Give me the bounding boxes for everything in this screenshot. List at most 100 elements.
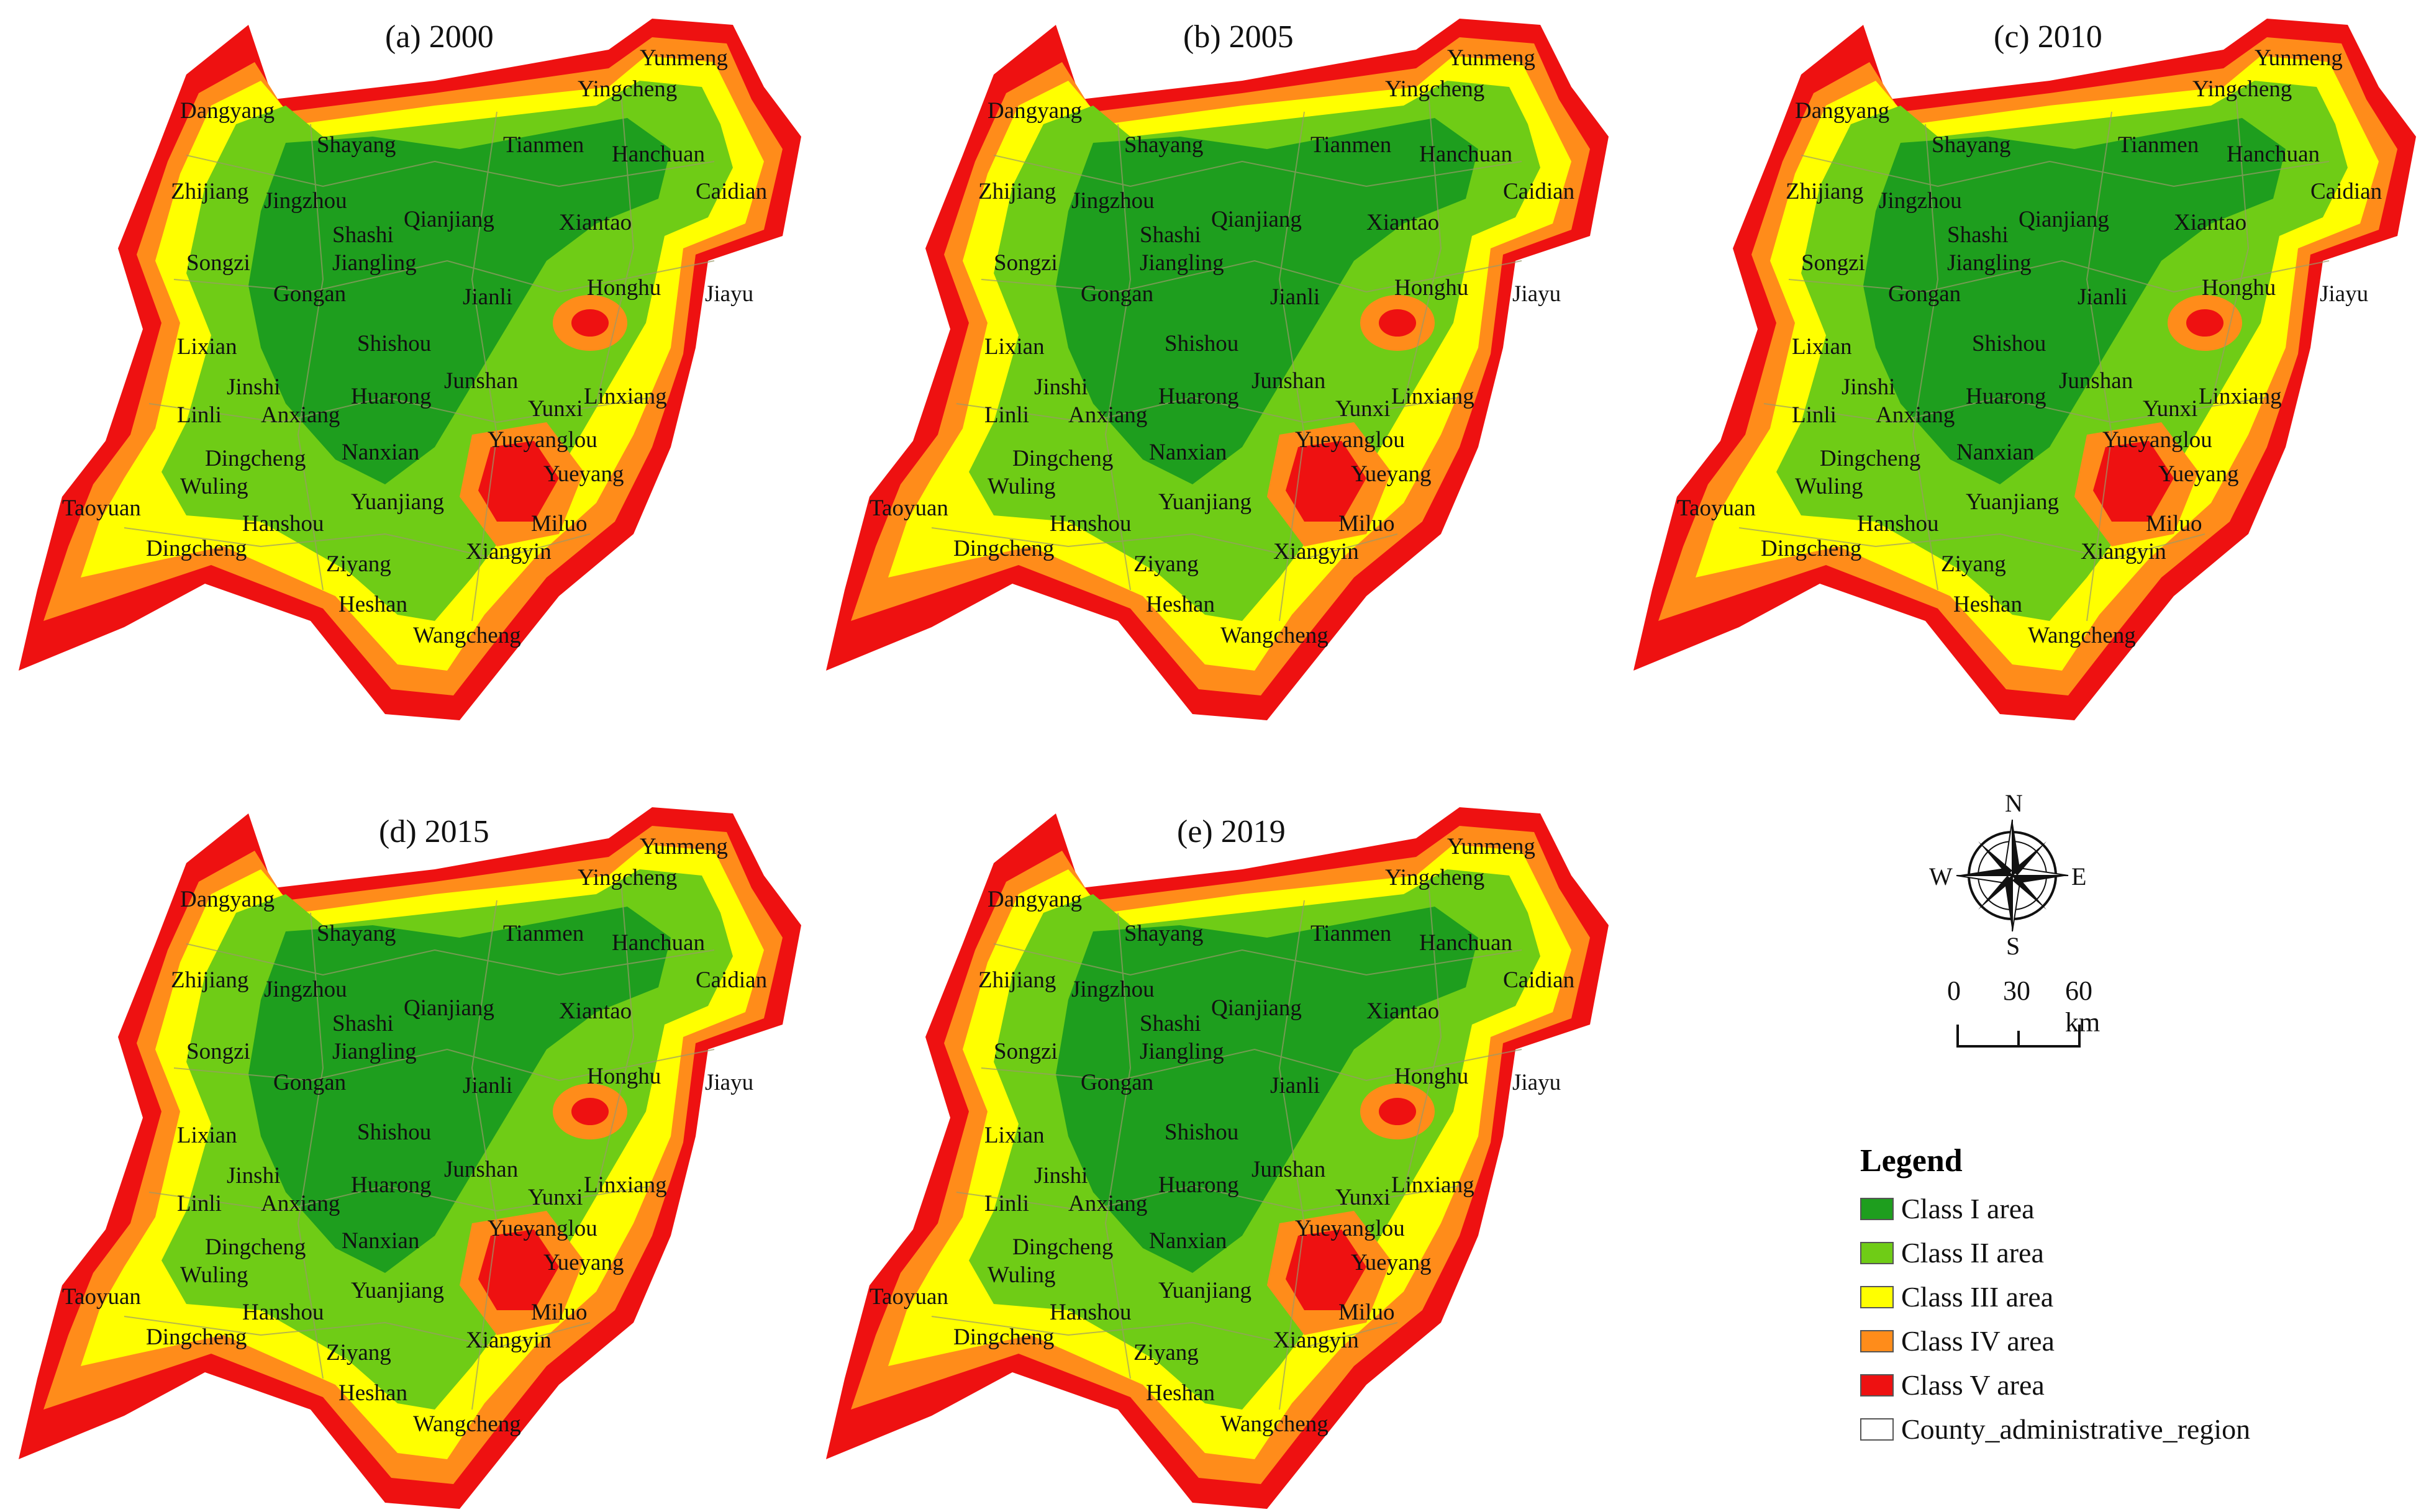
legend-label: Class IV area <box>1901 1325 2055 1357</box>
city-label: Shashi <box>1140 222 1201 248</box>
city-label: Jianli <box>1270 1073 1320 1098</box>
city-label: Taoyuan <box>870 496 948 521</box>
city-label: Xiangyin <box>2081 539 2166 564</box>
city-label: Dingcheng <box>1012 446 1114 471</box>
legend-label: County_administrative_region <box>1901 1413 2251 1445</box>
city-label: Zhijiang <box>978 179 1056 204</box>
panel-title-2005: (b) 2005 <box>1183 19 1294 55</box>
city-label: Shayang <box>317 921 396 946</box>
city-label: Jiayu <box>1512 1070 1561 1095</box>
city-label: Shayang <box>1124 921 1204 946</box>
city-label: Miluo <box>2146 511 2202 536</box>
city-label: Linxiang <box>1391 384 1474 409</box>
city-label: Dangyang <box>988 887 1083 912</box>
city-label: Tianmen <box>1310 921 1392 946</box>
legend-item-class-iv: Class IV area <box>1860 1319 2407 1363</box>
map-panel-1 <box>825 18 1609 721</box>
city-label: Xiantao <box>1366 998 1440 1024</box>
city-label: Jinshi <box>227 1163 281 1188</box>
legend-item-county: County_administrative_region <box>1860 1407 2407 1451</box>
legend-item-class-i: Class I area <box>1860 1187 2407 1231</box>
legend-swatch <box>1860 1374 1894 1397</box>
city-label: Yuanjiang <box>1158 1278 1252 1303</box>
city-label: Gongan <box>273 281 347 307</box>
city-label: Xiangyin <box>1273 1328 1359 1353</box>
city-label: Gongan <box>1888 281 1961 307</box>
city-label: Anxiang <box>261 402 340 428</box>
city-label: Yunmeng <box>640 45 728 71</box>
city-label: Shishou <box>1165 331 1239 356</box>
city-label: Qianjiang <box>404 207 494 232</box>
city-label: Ziyang <box>1133 551 1199 577</box>
city-label: Songzi <box>1801 250 1865 276</box>
city-label: Wangcheng <box>2028 623 2136 648</box>
city-label: Shishou <box>1165 1120 1239 1145</box>
city-label: Jinshi <box>1842 374 1896 400</box>
city-label: Ziyang <box>326 1340 391 1365</box>
city-label: Dingcheng <box>205 446 306 471</box>
city-label: Jianli <box>463 284 513 310</box>
city-label: Zhijiang <box>171 967 249 993</box>
city-label: Yueyanglou <box>1295 1216 1405 1241</box>
city-label: Wuling <box>180 474 248 499</box>
city-label: Nanxian <box>1956 440 2035 465</box>
city-label: Dingcheng <box>1761 536 1862 561</box>
city-label: Xiantao <box>559 998 632 1024</box>
scale-label-30: 30 <box>2003 976 2030 1006</box>
city-label: Yunxi <box>528 1185 583 1210</box>
compass-south: S <box>2006 932 2020 960</box>
city-label: Xiantao <box>1366 210 1440 235</box>
city-label: Hanchuan <box>2227 142 2320 167</box>
city-label: Linli <box>1792 402 1837 428</box>
city-label: Junshan <box>1251 368 1326 394</box>
city-label: Shashi <box>1947 222 2009 248</box>
city-label: Lixian <box>1792 334 1852 360</box>
city-label: Ziyang <box>326 551 391 577</box>
city-label: Yunxi <box>1335 396 1391 422</box>
city-label: Jiangling <box>1140 1039 1224 1064</box>
city-label: Shashi <box>1140 1011 1201 1036</box>
compass-east: E <box>2071 862 2087 890</box>
city-label: Qianjiang <box>1211 207 1302 232</box>
city-label: Jiayu <box>1512 281 1561 307</box>
city-label: Hanchuan <box>1419 142 1512 167</box>
city-label: Zhijiang <box>978 967 1056 993</box>
city-label: Yueyang <box>1351 461 1432 487</box>
city-label: Shishou <box>357 1120 432 1145</box>
city-label: Dingcheng <box>146 1324 247 1350</box>
city-label: Shishou <box>1972 331 2046 356</box>
city-label: Yingcheng <box>1385 76 1485 102</box>
city-label: Jinshi <box>1034 1163 1088 1188</box>
city-label: Honghu <box>587 275 661 301</box>
compass-rose <box>1956 819 2069 932</box>
city-label: Miluo <box>531 511 588 536</box>
city-label: Wangcheng <box>1220 1411 1329 1437</box>
city-label: Ziyang <box>1133 1340 1199 1365</box>
compass-north: N <box>2005 789 2023 817</box>
city-label: Junshan <box>444 368 519 394</box>
city-label: Hanshou <box>242 511 324 536</box>
map-panel-3 <box>18 807 802 1510</box>
city-label: Zhijiang <box>171 179 249 204</box>
city-label: Yuanjiang <box>351 1278 445 1303</box>
city-label: Honghu <box>1394 1064 1469 1089</box>
city-label: Jiangling <box>332 1039 417 1064</box>
city-label: Huarong <box>1158 1172 1239 1198</box>
panel-title-2000: (a) 2000 <box>385 19 494 55</box>
panel-title-2015: (d) 2015 <box>379 814 489 849</box>
city-label: Xiantao <box>2174 210 2247 235</box>
legend-swatch <box>1860 1197 1894 1220</box>
city-label: Lixian <box>984 334 1045 360</box>
city-label: Jiangling <box>1947 250 2032 276</box>
city-label: Yuanjiang <box>351 489 445 515</box>
city-label: Wangcheng <box>413 623 521 648</box>
city-label: Junshan <box>2059 368 2133 394</box>
city-label: Hanshou <box>1050 511 1132 536</box>
city-label: Wangcheng <box>413 1411 521 1437</box>
city-label: Yunxi <box>528 396 583 422</box>
city-label: Nanxian <box>342 1228 420 1254</box>
city-label: Caidian <box>1503 179 1575 204</box>
city-label: Yuanjiang <box>1158 489 1252 515</box>
city-label: Jingzhou <box>1071 188 1155 214</box>
city-label: Lixian <box>177 1123 237 1148</box>
